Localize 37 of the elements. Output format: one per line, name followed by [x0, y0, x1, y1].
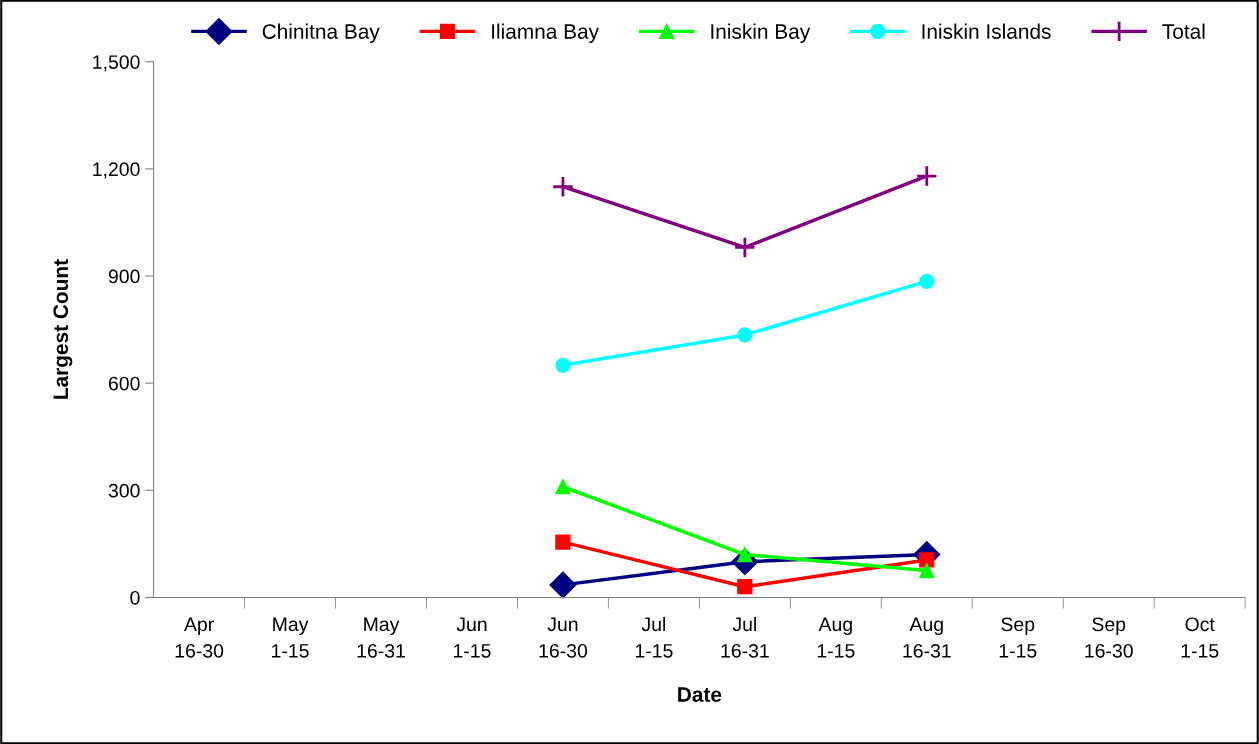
- x-tick-label: Sep 16-30: [1085, 617, 1133, 658]
- point: [555, 534, 571, 550]
- x-tick-label: Jun 16-30: [539, 617, 588, 658]
- point: [551, 175, 575, 198]
- x-tick-label: Sep 1-15: [999, 617, 1037, 658]
- point: [915, 164, 938, 188]
- point: [555, 357, 571, 373]
- point: [549, 571, 577, 599]
- y-tick-label: 1,500: [93, 55, 140, 72]
- x-tick-label: Jul 1-15: [635, 616, 673, 658]
- x-tick-label: Jul 16-31: [721, 616, 769, 658]
- x-tick-label: Jun 1-15: [453, 617, 491, 658]
- point: [919, 273, 935, 290]
- point: [555, 479, 571, 495]
- x-tick-label: Apr 16-30: [175, 617, 224, 658]
- point: [733, 236, 756, 259]
- point: [919, 563, 935, 579]
- x-tick-label: Oct 1-15: [1181, 617, 1219, 658]
- x-tick-label: Aug 16-31: [903, 617, 951, 658]
- x-tick-label: Aug 1-15: [817, 617, 855, 658]
- y-axis-title: Largest Count: [53, 259, 73, 399]
- x-tick-label: May 16-31: [357, 617, 405, 658]
- legend-label: Iliamna Bay: [492, 23, 599, 43]
- point: [919, 552, 935, 568]
- y-tick-label: 900: [108, 269, 140, 284]
- y-tick-label: 300: [108, 483, 140, 498]
- legend-label: Iniskin Islands: [922, 23, 1051, 39]
- y-tick-label: 0: [130, 590, 140, 605]
- point: [737, 579, 753, 595]
- legend-label: Iniskin Bay: [711, 23, 811, 43]
- x-axis-title: Date: [678, 687, 722, 702]
- legend-label: Total: [1162, 23, 1205, 39]
- point: [737, 327, 753, 343]
- y-tick-label: 600: [108, 376, 140, 391]
- y-tick-label: 1,200: [93, 162, 140, 179]
- x-tick-label: May 1-15: [272, 617, 309, 658]
- legend-label: Chinitna Bay: [262, 23, 380, 43]
